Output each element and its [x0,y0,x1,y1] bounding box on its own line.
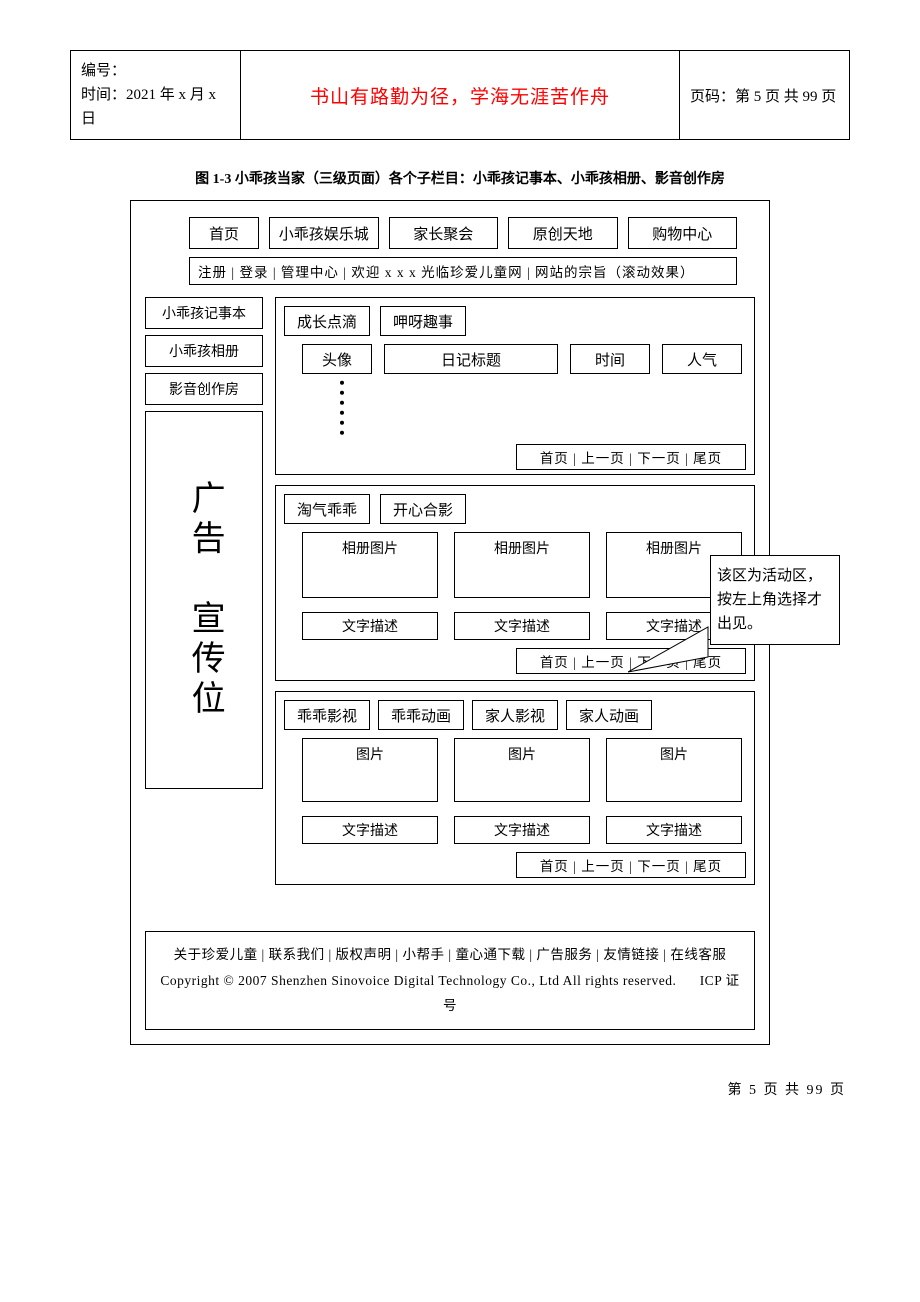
col-time: 时间 [570,344,650,374]
media-cap-2: 文字描述 [454,816,590,844]
panel-diary: 成长点滴 呷呀趣事 头像 日记标题 时间 人气 ・・・・・・ 首页 | 上一页 … [275,297,755,475]
footer-copyright: Copyright © 2007 Shenzhen Sinovoice Digi… [160,973,676,988]
pager-1[interactable]: 首页 | 上一页 | 下一页 | 尾页 [516,444,746,470]
media-cap-1: 文字描述 [302,816,438,844]
col-avatar: 头像 [302,344,372,374]
tab-vid2[interactable]: 家人影视 [472,700,558,730]
media-pic-1[interactable]: 图片 [302,738,438,802]
tab-vid1[interactable]: 乖乖影视 [284,700,370,730]
doc-header-table: 编号： 时间：2021 年 x 月 x 日 书山有路勤为径，学海无涯苦作舟 页码… [70,50,850,140]
top-nav-row: 首页 小乖孩娱乐城 家长聚会 原创天地 购物中心 [189,217,737,249]
ellipsis-icon: ・・・・・・ [334,380,746,440]
right-column: 成长点滴 呷呀趣事 头像 日记标题 时间 人气 ・・・・・・ 首页 | 上一页 … [275,297,755,885]
nav-ent[interactable]: 小乖孩娱乐城 [269,217,379,249]
figure-caption: 图 1-3 小乖孩当家（三级页面）各个子栏目：小乖孩记事本、小乖孩相册、影音创作… [70,168,850,188]
side-media[interactable]: 影音创作房 [145,373,263,405]
doc-page-label: 页码：第 5 页 共 99 页 [690,89,836,105]
nav-parent[interactable]: 家长聚会 [389,217,499,249]
sub-nav-bar[interactable]: 注册 | 登录 | 管理中心 | 欢迎 x x x 光临珍爱儿童网 | 网站的宗… [189,257,737,285]
footer-links[interactable]: 关于珍爱儿童 | 联系我们 | 版权声明 | 小帮手 | 童心通下载 | 广告服… [158,942,742,968]
annotation-callout: 该区为活动区，按左上角选择才出见。 [710,555,840,645]
doc-id-label: 编号： [81,63,126,79]
page-footer-number: 第 5 页 共 99 页 [70,1079,850,1099]
site-footer-bar: 关于珍爱儿童 | 联系我们 | 版权声明 | 小帮手 | 童心通下载 | 广告服… [145,931,755,1030]
album-pic-2[interactable]: 相册图片 [454,532,590,598]
left-column: 小乖孩记事本 小乖孩相册 影音创作房 广告 宣传位 [145,297,263,885]
col-title: 日记标题 [384,344,558,374]
tab-photo[interactable]: 开心合影 [380,494,466,524]
album-pic-1[interactable]: 相册图片 [302,532,438,598]
col-pop: 人气 [662,344,742,374]
media-pic-2[interactable]: 图片 [454,738,590,802]
nav-shop[interactable]: 购物中心 [628,217,738,249]
doc-date-label: 时间：2021 年 x 月 x 日 [81,87,216,127]
callout-text: 该区为活动区，按左上角选择才出见。 [710,555,840,645]
pager-3[interactable]: 首页 | 上一页 | 下一页 | 尾页 [516,852,746,878]
media-pic-3[interactable]: 图片 [606,738,742,802]
album-cap-1: 文字描述 [302,612,438,640]
nav-orig[interactable]: 原创天地 [508,217,618,249]
nav-home[interactable]: 首页 [189,217,259,249]
panel-media: 乖乖影视 乖乖动画 家人影视 家人动画 图片 文字描述 图片 文字描述 [275,691,755,885]
ad-text: 广告 宣传位 [182,480,226,720]
doc-motto: 书山有路勤为径，学海无涯苦作舟 [310,87,610,108]
media-cap-3: 文字描述 [606,816,742,844]
tab-anim1[interactable]: 乖乖动画 [378,700,464,730]
side-diary[interactable]: 小乖孩记事本 [145,297,263,329]
tab-growth[interactable]: 成长点滴 [284,306,370,336]
ad-slot: 广告 宣传位 [145,411,263,789]
tab-anim2[interactable]: 家人动画 [566,700,652,730]
callout-arrow-icon [628,617,728,697]
tab-funny[interactable]: 呷呀趣事 [380,306,466,336]
tab-naughty[interactable]: 淘气乖乖 [284,494,370,524]
side-album[interactable]: 小乖孩相册 [145,335,263,367]
album-cap-2: 文字描述 [454,612,590,640]
